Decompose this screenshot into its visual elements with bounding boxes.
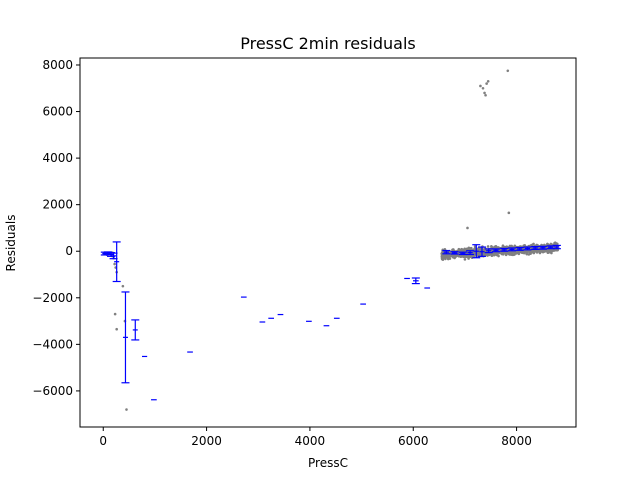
cluster-point: [447, 256, 451, 259]
scatter-point: [484, 93, 487, 97]
cluster-point: [463, 247, 466, 251]
cluster-point: [532, 242, 535, 246]
x-axis-label: PressC: [308, 456, 348, 470]
y-tick-label: −4000: [32, 337, 73, 351]
x-tick-label: 6000: [398, 434, 429, 448]
axis-ticks: 0 2000 4000 6000 8000 −6000 −4000 −2000 0 2000 400…: [32, 58, 531, 448]
scatter-point: [115, 327, 118, 331]
cluster-point: [482, 252, 485, 256]
cluster-point: [490, 245, 493, 248]
y-tick-label: −6000: [32, 384, 73, 398]
scatter-point: [121, 284, 125, 288]
cluster-point: [528, 252, 532, 255]
errorbar: [500, 247, 509, 252]
cluster-point: [504, 253, 508, 257]
scatter-point: [483, 91, 486, 95]
scatter-point: [479, 84, 482, 88]
cluster-point: [500, 252, 504, 256]
cluster-point: [473, 247, 476, 251]
cluster-point: [546, 250, 550, 254]
x-tick-label: 0: [99, 434, 107, 448]
errorbar: [477, 246, 486, 257]
scatter-point: [481, 86, 485, 90]
errorbar: [442, 249, 451, 255]
cluster-point: [513, 244, 517, 248]
errorbar: [507, 247, 516, 252]
cluster-point: [468, 254, 472, 258]
cluster-point: [462, 255, 465, 258]
scatter-point: [486, 79, 490, 83]
cluster-point: [447, 254, 451, 257]
errorbar: [538, 245, 547, 250]
x-tick-label: 8000: [501, 434, 532, 448]
cluster-point: [497, 254, 500, 258]
cluster-point: [470, 246, 473, 250]
x-tick-label: 4000: [295, 434, 326, 448]
cluster-point: [465, 247, 469, 251]
cluster-point: [517, 252, 520, 255]
errorbar: [484, 248, 493, 254]
errorbar: [112, 241, 121, 283]
cluster-point: [541, 250, 545, 254]
cluster-point: [510, 251, 514, 254]
errorbar: [531, 245, 540, 250]
cluster-point: [454, 254, 458, 258]
cluster-point: [545, 249, 548, 252]
cluster-point: [467, 257, 470, 260]
cluster-point: [486, 253, 489, 256]
scatter-point: [463, 258, 467, 261]
errorbar: [491, 248, 500, 253]
cluster-point: [497, 251, 500, 255]
x-tick-label: 2000: [191, 434, 222, 448]
cluster-point: [486, 245, 490, 248]
scatter-point: [507, 211, 511, 215]
plot-area: [100, 69, 561, 411]
errorbar: [450, 251, 459, 255]
y-tick-label: 2000: [42, 198, 73, 212]
errorbar: [552, 244, 561, 250]
scatter-point: [125, 408, 128, 411]
cluster-point: [538, 251, 542, 255]
y-axis-label: Residuals: [4, 215, 18, 272]
scatter-point: [506, 69, 510, 73]
y-tick-label: 4000: [42, 151, 73, 165]
scatter-point: [466, 226, 469, 230]
y-tick-label: −2000: [32, 291, 73, 305]
cluster-point: [457, 254, 461, 258]
cluster-point: [465, 254, 469, 258]
cluster-point: [453, 256, 456, 260]
errorbar: [466, 250, 475, 256]
cluster-point: [525, 252, 529, 256]
errorbar: [523, 246, 532, 251]
errorbar: [472, 244, 481, 259]
errorbar: [515, 246, 524, 251]
plot-frame: [79, 57, 577, 428]
cluster-point: [440, 255, 444, 259]
chart-title: PressC 2min residuals: [240, 34, 416, 53]
y-tick-label: 0: [65, 244, 73, 258]
errorbar: [121, 291, 130, 384]
scatter-point: [113, 262, 116, 266]
cluster-point: [511, 253, 514, 256]
scatter-point: [485, 82, 488, 85]
cluster-point: [508, 253, 511, 256]
cluster-point: [521, 251, 525, 255]
y-tick-label: 8000: [42, 58, 73, 72]
cluster-point: [537, 249, 540, 253]
cluster-point: [459, 248, 462, 252]
y-tick-label: 6000: [42, 105, 73, 119]
cluster-point: [441, 258, 445, 261]
errorbar: [458, 251, 467, 256]
scatter-point: [113, 312, 117, 316]
errorbar: [131, 319, 140, 341]
cluster-point: [554, 248, 558, 252]
errorbar: [411, 277, 420, 285]
